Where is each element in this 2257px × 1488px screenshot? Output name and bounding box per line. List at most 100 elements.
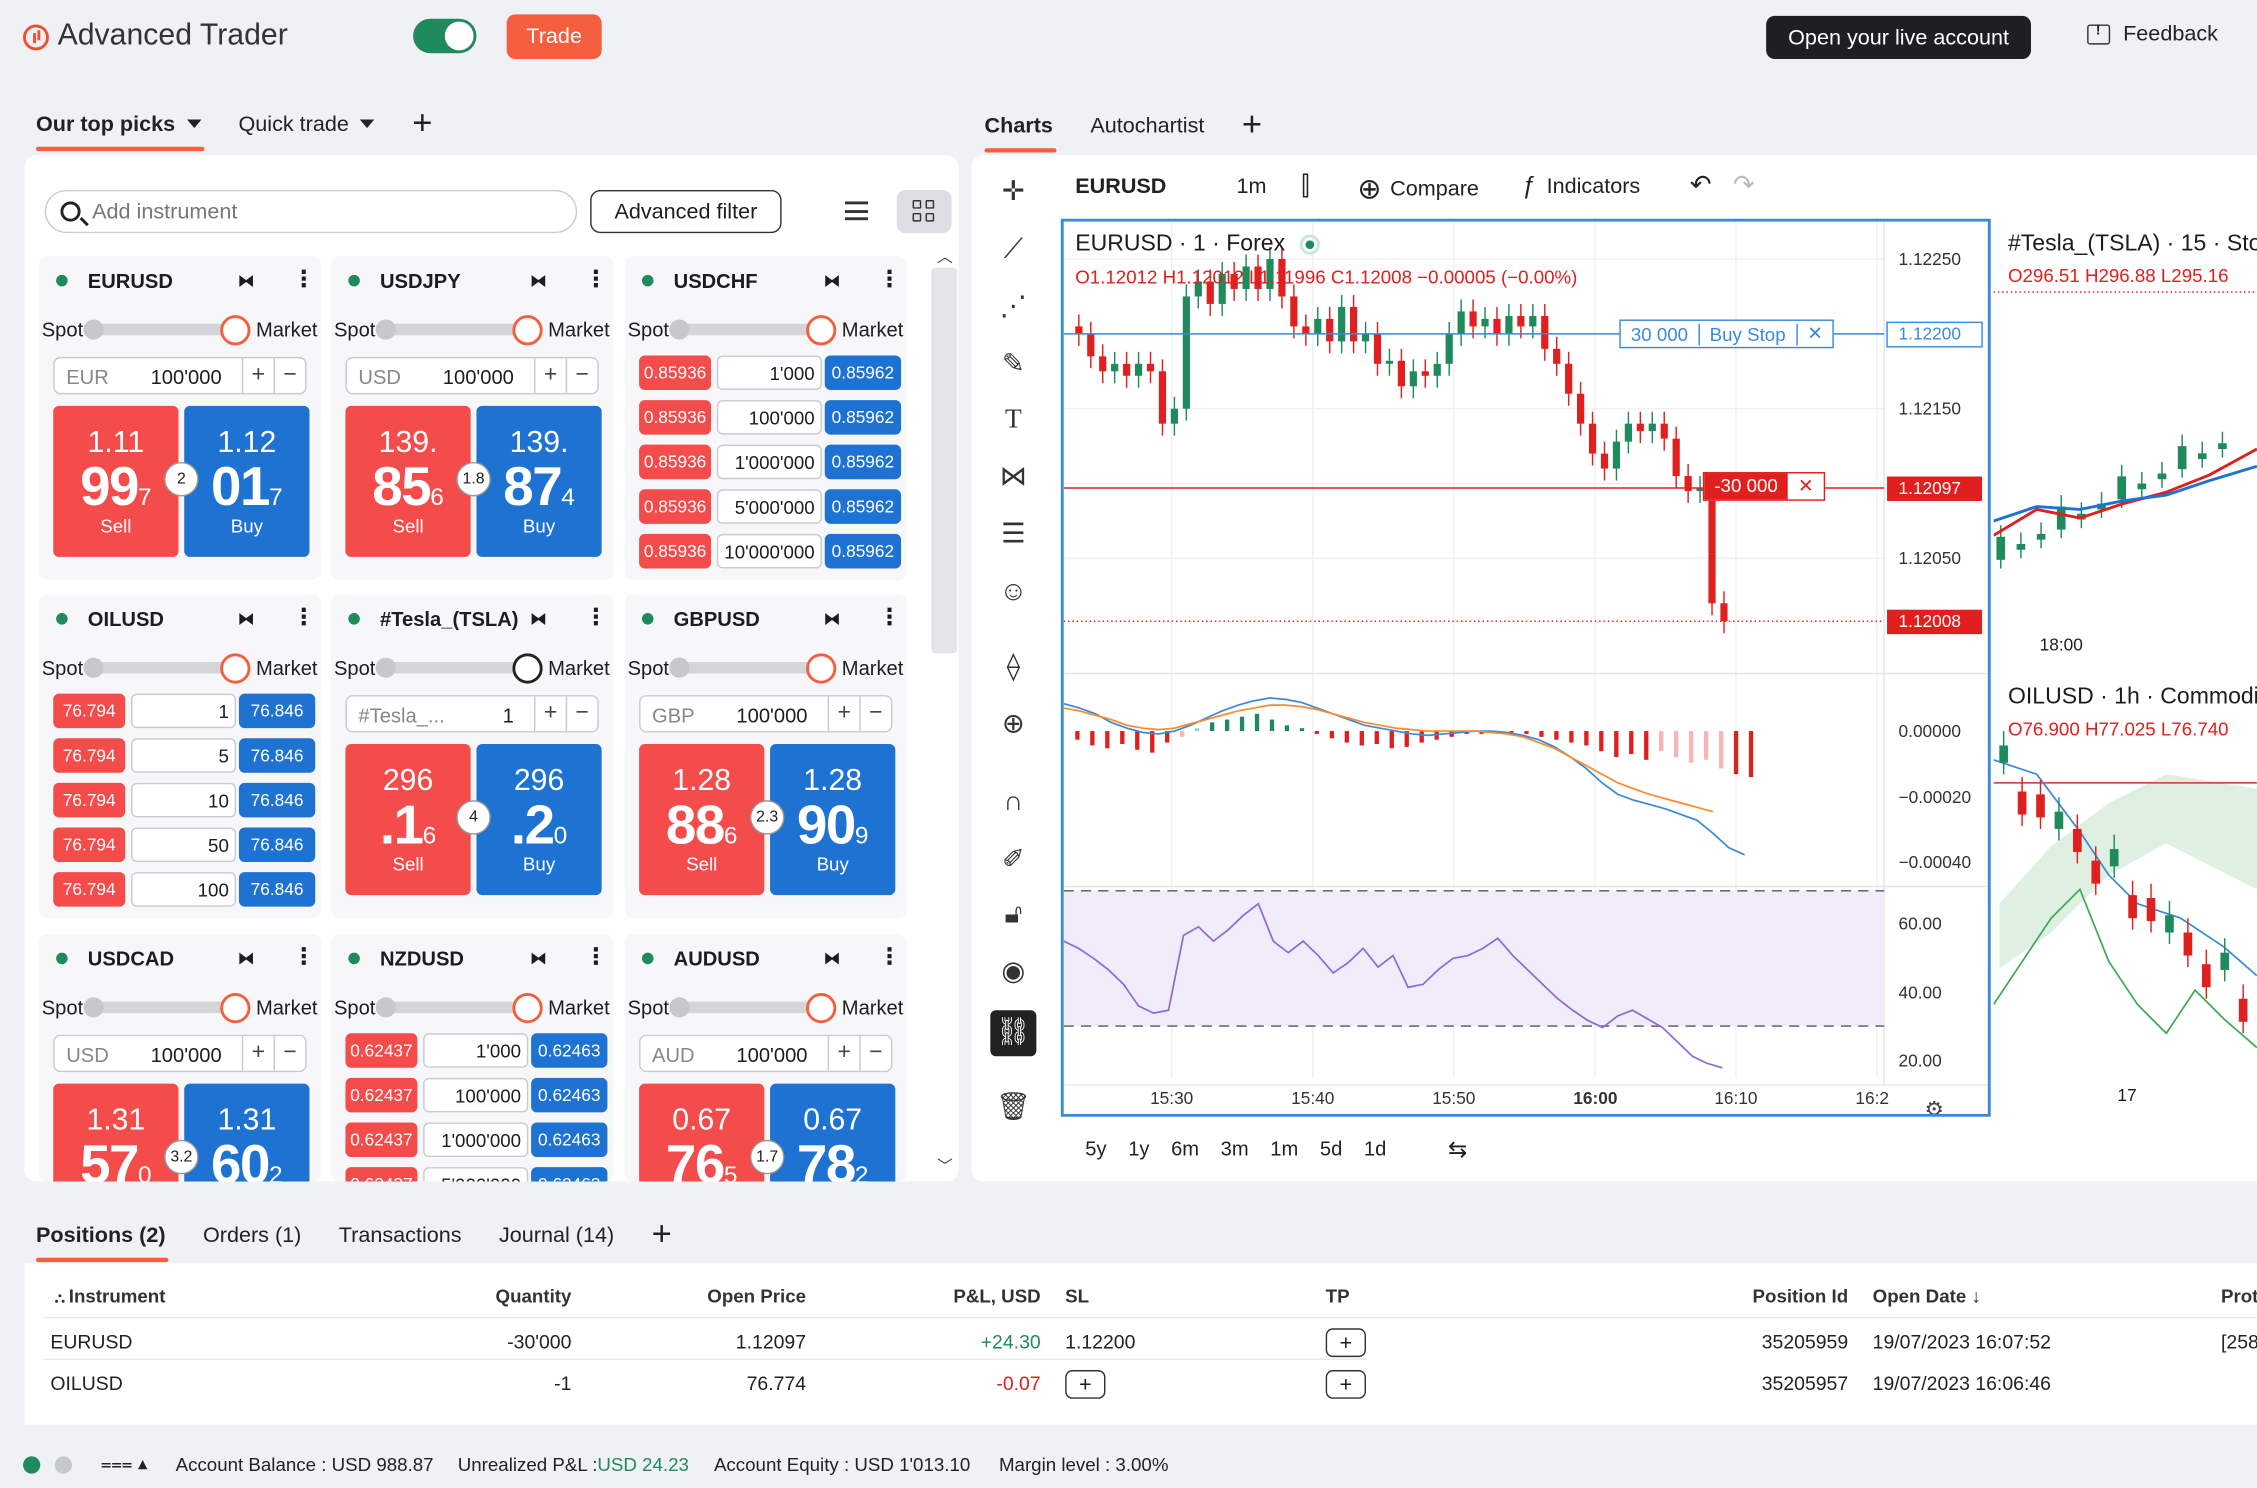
slider-track[interactable] bbox=[669, 315, 837, 346]
lock-drawings-icon[interactable]: ✐ bbox=[1001, 844, 1025, 875]
decrease-icon[interactable]: − bbox=[859, 696, 891, 732]
ladder-buy-button[interactable]: 0.85962 bbox=[824, 533, 902, 569]
ladder-sell-button[interactable]: 0.85936 bbox=[639, 355, 712, 390]
more-icon[interactable]: ⋮ bbox=[584, 945, 608, 970]
link-icon[interactable]: ⛓︎ bbox=[990, 1010, 1037, 1057]
col-instrument[interactable]: ⛬ Instrument bbox=[54, 1285, 166, 1307]
col-open-date[interactable]: Open Date ↓ bbox=[1872, 1285, 1981, 1307]
ladder-quantity[interactable]: 10 bbox=[130, 782, 237, 818]
increase-icon[interactable]: + bbox=[534, 696, 566, 732]
instrument-tile[interactable]: EURUSD ⧓ ⋮ Spot Market EUR 100'000 + − 1.11 997 Sel… bbox=[38, 256, 321, 580]
details-icon[interactable]: ⧓ bbox=[823, 270, 841, 291]
slider-track[interactable] bbox=[375, 315, 543, 346]
col-pnl[interactable]: P&L, USD bbox=[953, 1285, 1041, 1307]
scroll-up-icon[interactable]: ︿ bbox=[937, 248, 953, 267]
tab-charts[interactable]: Charts bbox=[984, 112, 1056, 152]
eye-icon[interactable]: ◉ bbox=[1001, 957, 1026, 988]
range-button[interactable]: 1m bbox=[1270, 1136, 1299, 1160]
mode-toggle[interactable] bbox=[413, 18, 477, 54]
slider-track[interactable] bbox=[83, 992, 251, 1024]
range-button[interactable]: 3m bbox=[1220, 1136, 1249, 1160]
redo-icon[interactable]: ↷ bbox=[1733, 169, 1755, 199]
ladder-buy-button[interactable]: 76.846 bbox=[238, 693, 316, 729]
watchlist-scrollbar[interactable] bbox=[931, 267, 958, 654]
more-icon[interactable]: ⋮ bbox=[584, 605, 608, 631]
range-button[interactable]: 5d bbox=[1319, 1136, 1343, 1160]
details-icon[interactable]: ⧓ bbox=[529, 608, 547, 629]
instrument-tile[interactable]: USDCHF ⧓ ⋮ Spot Market 0.85936 1'000 0.85962 0.8… bbox=[624, 256, 907, 580]
ladder-quantity[interactable]: 1'000'000 bbox=[716, 444, 822, 480]
list-view-icon[interactable] bbox=[844, 201, 868, 221]
instrument-tile[interactable]: NZDUSD ⧓ ⋮ Spot Market 0.62437 1'000 0.62463 0.6… bbox=[331, 933, 614, 1182]
spot-market-slider[interactable]: Spot Market bbox=[41, 653, 318, 684]
ladder-sell-button[interactable]: 0.62437 bbox=[345, 1167, 418, 1182]
increase-icon[interactable]: + bbox=[534, 358, 566, 393]
main-chart[interactable]: 1.12250 1.12200 1.12150 1.12097 1.12050 1.120… bbox=[1060, 218, 1991, 1117]
date-range-icon[interactable]: ⇆ bbox=[1448, 1138, 1468, 1163]
brush-icon[interactable]: ✎ bbox=[1001, 349, 1025, 380]
ladder-quantity[interactable]: 100 bbox=[130, 872, 237, 907]
cancel-order-icon[interactable]: ✕ bbox=[1807, 322, 1823, 344]
quantity-input[interactable]: AUD 100'000 + − bbox=[639, 1034, 893, 1073]
ladder-buy-button[interactable]: 76.846 bbox=[238, 827, 316, 863]
slider-track[interactable] bbox=[669, 992, 837, 1024]
search-input[interactable]: Add instrument bbox=[44, 189, 578, 234]
details-icon[interactable]: ⧓ bbox=[823, 608, 841, 629]
add-tab-icon[interactable]: + bbox=[412, 103, 433, 143]
undo-icon[interactable]: ↶ bbox=[1689, 169, 1712, 199]
open-live-account-button[interactable]: Open your live account bbox=[1766, 15, 2031, 60]
chart-interval[interactable]: 1m bbox=[1236, 174, 1267, 199]
instrument-tile[interactable]: USDJPY ⧓ ⋮ Spot Market USD 100'000 + − 139. 856 Sel… bbox=[331, 256, 614, 580]
buy-button[interactable]: 139. 874 Buy bbox=[476, 405, 602, 557]
ladder-quantity[interactable]: 1'000'000 bbox=[423, 1122, 529, 1158]
buy-stop-order-tag[interactable]: 30 000 Buy Stop ✕ bbox=[1619, 319, 1835, 349]
col-quantity[interactable]: Quantity bbox=[495, 1285, 572, 1307]
position-tag[interactable]: -30 000 ✕ bbox=[1702, 472, 1826, 501]
ladder-sell-button[interactable]: 0.62437 bbox=[345, 1033, 418, 1068]
add-sl-button[interactable]: + bbox=[1065, 1370, 1106, 1399]
range-button[interactable]: 1d bbox=[1363, 1136, 1387, 1160]
ladder-sell-button[interactable]: 0.85936 bbox=[639, 533, 712, 569]
tesla-chart[interactable]: #Tesla_(TSLA) · 15 · Sto O296.51 H296.88… bbox=[1993, 218, 2257, 671]
sell-button[interactable]: 1.11 997 Sell bbox=[53, 405, 179, 557]
grid-view-icon[interactable] bbox=[896, 189, 952, 234]
details-icon[interactable]: ⧓ bbox=[237, 608, 255, 629]
ladder-quantity[interactable]: 10'000'000 bbox=[716, 533, 822, 569]
quantity-input[interactable]: USD 100'000 + − bbox=[345, 356, 599, 395]
ladder-buy-button[interactable]: 76.846 bbox=[238, 782, 316, 818]
quantity-input[interactable]: GBP 100'000 + − bbox=[639, 695, 893, 733]
range-button[interactable]: 5y bbox=[1085, 1136, 1107, 1160]
trendline-icon[interactable]: ⟋ bbox=[1003, 234, 1023, 265]
ladder-buy-button[interactable]: 76.846 bbox=[238, 738, 316, 773]
ladder-quantity[interactable]: 50 bbox=[130, 827, 237, 863]
fib-icon[interactable]: ⋰ bbox=[999, 292, 1028, 323]
tab-our-top-picks[interactable]: Our top picks bbox=[35, 112, 204, 151]
buy-button[interactable]: 296.20 Buy bbox=[476, 744, 602, 896]
more-icon[interactable]: ⋮ bbox=[292, 945, 316, 970]
spot-market-slider[interactable]: Spot Market bbox=[333, 653, 610, 684]
settings-menu-icon[interactable]: ⩶ ▴ bbox=[100, 1452, 148, 1474]
ladder-buy-button[interactable]: 0.62463 bbox=[531, 1033, 608, 1068]
ladder-sell-button[interactable]: 0.85936 bbox=[639, 400, 712, 435]
spot-market-slider[interactable]: Spot Market bbox=[333, 315, 610, 346]
chart-settings-icon[interactable]: ⚙ bbox=[1924, 1098, 1944, 1117]
lock-icon[interactable]: 🔓︎ bbox=[1004, 899, 1023, 930]
quantity-input[interactable]: #Tesla_... 1 + − bbox=[345, 695, 599, 733]
add-tp-button[interactable]: + bbox=[1325, 1328, 1366, 1358]
ladder-buy-button[interactable]: 0.85962 bbox=[824, 355, 902, 390]
tab-journal[interactable]: Journal (14) bbox=[498, 1222, 615, 1247]
pattern-icon[interactable]: ⋈ bbox=[999, 461, 1028, 493]
trade-button[interactable]: Trade bbox=[506, 14, 602, 60]
trash-icon[interactable]: 🗑︎ bbox=[996, 1092, 1031, 1123]
quantity-input[interactable]: EUR 100'000 + − bbox=[53, 356, 307, 395]
ladder-sell-button[interactable]: 76.794 bbox=[53, 693, 126, 729]
zoom-icon[interactable]: ⊕ bbox=[1001, 709, 1025, 740]
ladder-buy-button[interactable]: 76.846 bbox=[238, 872, 316, 907]
ladder-quantity[interactable]: 5 bbox=[130, 738, 237, 773]
close-position-icon[interactable]: ✕ bbox=[1797, 474, 1814, 497]
ladder-sell-button[interactable]: 76.794 bbox=[53, 782, 126, 818]
add-chart-tab-icon[interactable]: + bbox=[1241, 105, 1262, 144]
oil-chart[interactable]: OILUSD · 1h · Commodi O76.900 H77.025 L7… bbox=[1993, 673, 2257, 1117]
ladder-sell-button[interactable]: 76.794 bbox=[53, 872, 126, 907]
